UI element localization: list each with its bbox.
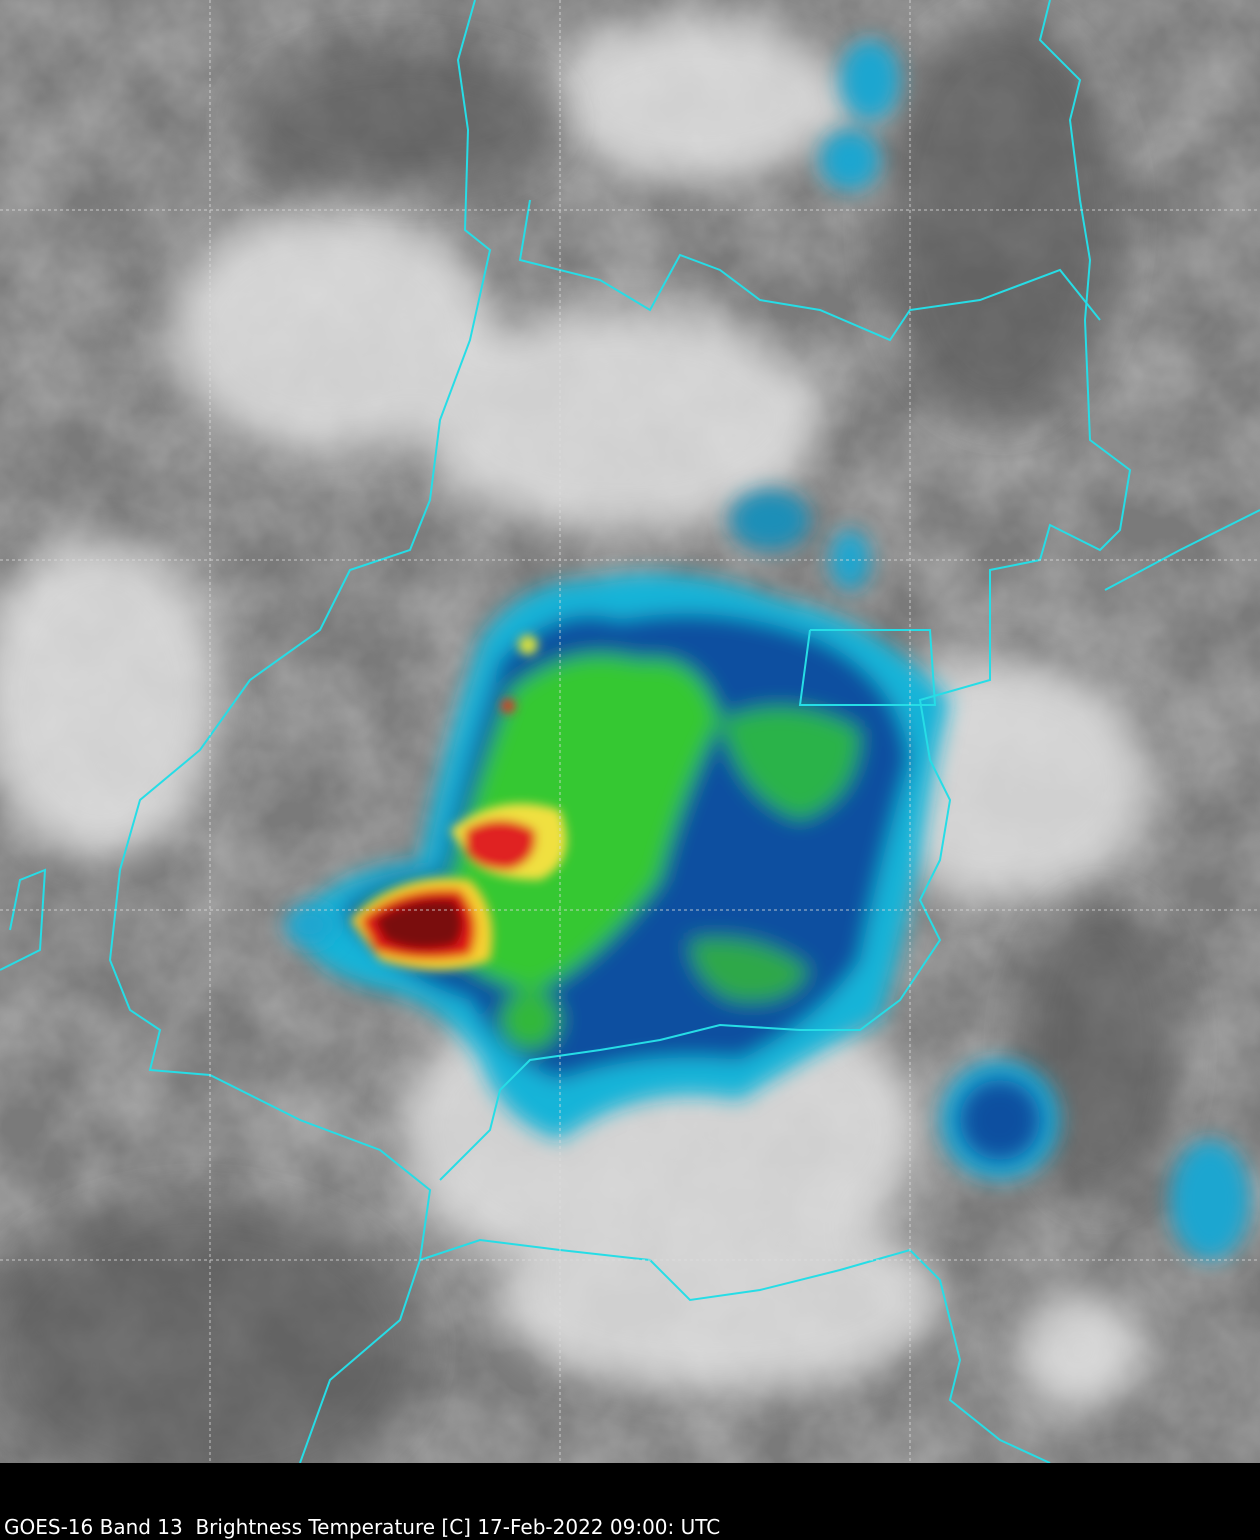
graticule (0, 0, 1260, 1463)
storm (285, 40, 1250, 1260)
satellite-image (0, 0, 1260, 1463)
caption: GOES-16 Band 13 Brightness Temperature [… (4, 1515, 721, 1539)
